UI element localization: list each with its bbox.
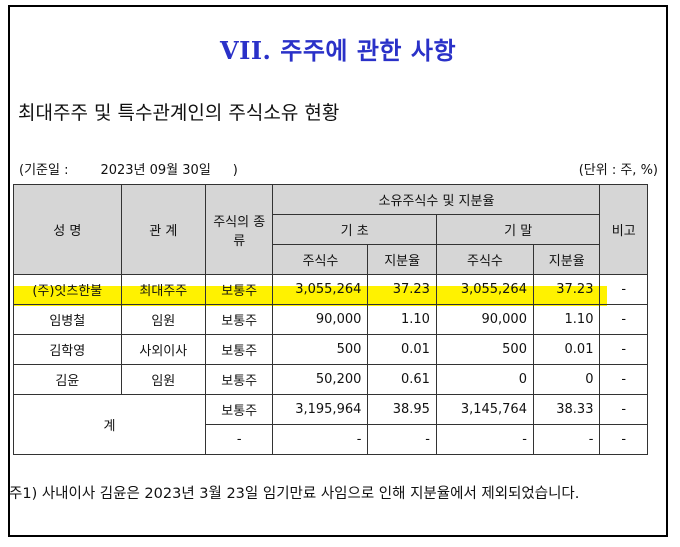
cell-end-shares: 0: [435, 364, 534, 395]
footnote: 주1) 사내이사 김윤은 2023년 3월 23일 임기만료 사임으로 인해 지…: [9, 486, 580, 502]
shareholder-table: 성 명 관 계 주식의 종류 소유주식수 및 지분율 비고 기 초 기 말 주식…: [13, 184, 648, 455]
section-title: VII. 주주에 관한 사항: [219, 36, 457, 65]
cell-begin-shares: 3,195,964: [272, 394, 369, 425]
cell-begin-ratio: -: [367, 424, 437, 455]
cell-begin-shares: -: [272, 424, 369, 455]
cell-begin-shares: 90,000: [272, 304, 369, 335]
basis-close: ): [232, 163, 238, 178]
cell-begin-ratio: 37.23: [367, 274, 437, 305]
cell-type: 보통주: [204, 364, 274, 395]
header-end-ratio: 지분율: [532, 244, 601, 275]
table-subtitle: 최대주주 및 특수관계인의 주식소유 현황: [18, 102, 340, 124]
cell-end-shares: 3,145,764: [435, 394, 534, 425]
cell-begin-ratio: 1.10: [367, 304, 437, 335]
table-row: (주)잇츠한불 최대주주 보통주 3,055,264 37.23 3,055,2…: [13, 274, 648, 305]
cell-end-shares: 90,000: [435, 304, 534, 335]
cell-end-ratio: 38.33: [532, 394, 601, 425]
cell-end-shares: -: [435, 424, 534, 455]
total-row: - - - - - -: [14, 424, 648, 455]
table-row: 임병철 임원 보통주 90,000 1.10 90,000 1.10 -: [13, 304, 648, 335]
cell-remark: -: [599, 274, 648, 305]
unit-label: (단위 : 주, %): [578, 163, 658, 178]
cell-relation: 임원: [120, 304, 206, 335]
basis-date: (기준일 : 2023년 09월 30일): [19, 159, 238, 178]
header-remark: 비고: [599, 184, 648, 275]
cell-remark: -: [599, 304, 648, 335]
cell-name: 김윤: [13, 364, 122, 395]
cell-type: 보통주: [204, 334, 274, 365]
table-row: 김윤 임원 보통주 50,200 0.61 0 0 -: [13, 364, 648, 395]
basis-date-value: 2023년 09월 30일: [100, 163, 211, 178]
cell-begin-ratio: 0.61: [367, 364, 437, 395]
cell-end-ratio: 37.23: [532, 274, 601, 305]
cell-end-shares: 500: [435, 334, 534, 365]
cell-remark: -: [599, 424, 648, 455]
header-name: 성 명: [13, 184, 122, 275]
total-label: 계: [13, 394, 206, 455]
cell-type: 보통주: [204, 274, 274, 305]
cell-relation: 최대주주: [120, 274, 206, 305]
basis-label: (기준일 :: [19, 163, 69, 178]
cell-type: 보통주: [204, 394, 274, 425]
cell-type: -: [204, 424, 274, 455]
cell-relation: 사외이사: [120, 334, 206, 365]
cell-begin-shares: 500: [272, 334, 369, 365]
header-stock-type: 주식의 종류: [204, 184, 274, 275]
cell-end-ratio: 0.01: [532, 334, 601, 365]
cell-begin-ratio: 0.01: [367, 334, 437, 365]
cell-relation: 임원: [120, 364, 206, 395]
header-begin: 기 초: [272, 214, 437, 245]
cell-name: (주)잇츠한불: [13, 274, 122, 305]
header-relation: 관 계: [120, 184, 206, 275]
cell-end-ratio: 0: [532, 364, 601, 395]
cell-name: 임병철: [13, 304, 122, 335]
cell-begin-shares: 50,200: [272, 364, 369, 395]
cell-name: 김학영: [13, 334, 122, 365]
cell-remark: -: [599, 334, 648, 365]
header-end-shares: 주식수: [435, 244, 534, 275]
cell-end-shares: 3,055,264: [435, 274, 534, 305]
table-row: 김학영 사외이사 보통주 500 0.01 500 0.01 -: [13, 334, 648, 365]
header-group: 소유주식수 및 지분율: [272, 184, 601, 215]
header-begin-ratio: 지분율: [367, 244, 437, 275]
header-begin-shares: 주식수: [272, 244, 369, 275]
cell-remark: -: [599, 394, 648, 425]
total-row: 계 보통주 3,195,964 38.95 3,145,764 38.33 -: [13, 394, 648, 455]
cell-remark: -: [599, 364, 648, 395]
cell-end-ratio: 1.10: [532, 304, 601, 335]
cell-begin-ratio: 38.95: [367, 394, 437, 425]
cell-type: 보통주: [204, 304, 274, 335]
cell-begin-shares: 3,055,264: [272, 274, 369, 305]
header-end: 기 말: [435, 214, 601, 245]
cell-end-ratio: -: [532, 424, 601, 455]
